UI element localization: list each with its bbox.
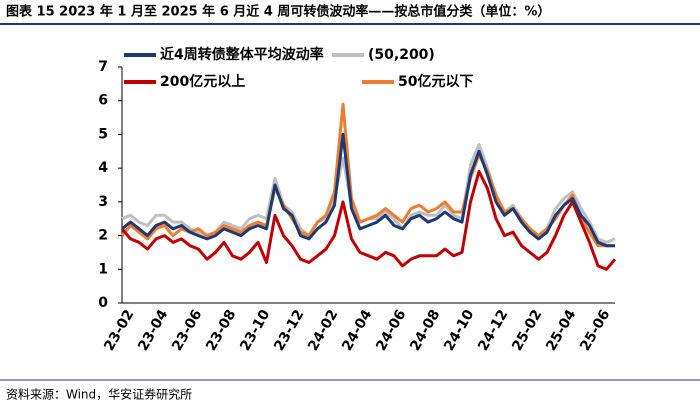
x-tick-label: 24-12 xyxy=(475,307,511,354)
line-series xyxy=(120,170,617,271)
y-tick-label: 0 xyxy=(98,295,108,311)
line-series xyxy=(121,143,616,244)
x-tick-label: 24-02 xyxy=(305,307,341,354)
legend-label: 50亿元以下 xyxy=(398,73,473,90)
x-tick-label: 23-06 xyxy=(169,307,205,354)
legend-label: 200亿元以上 xyxy=(160,73,245,90)
x-tick-label: 23-12 xyxy=(271,307,307,354)
line-series xyxy=(121,132,615,248)
y-tick-label: 1 xyxy=(98,261,108,277)
x-tick-label: 25-04 xyxy=(543,307,579,354)
y-tick-label: 7 xyxy=(98,59,108,75)
x-tick-label: 23-04 xyxy=(135,307,171,354)
x-tick-label: 23-02 xyxy=(101,307,137,354)
y-tick-label: 4 xyxy=(98,160,108,176)
legend-label: 近4周转债整体平均波动率 xyxy=(160,46,324,63)
x-tick-label: 23-10 xyxy=(237,307,273,354)
chart-title: 图表 15 2023 年 1 月至 2025 年 6 月近 4 周可转债波动率—… xyxy=(6,4,550,20)
y-tick-label: 5 xyxy=(98,126,108,142)
source: 资料来源：Wind，华安证券研究所 xyxy=(6,387,192,402)
y-tick-label: 3 xyxy=(98,194,108,210)
x-tick-label: 24-10 xyxy=(441,307,477,354)
x-tick-label: 24-06 xyxy=(373,307,409,354)
x-tick-label: 24-08 xyxy=(407,307,443,354)
line-series xyxy=(120,102,615,248)
x-tick-label: 24-04 xyxy=(339,307,375,354)
x-tick-label: 23-08 xyxy=(203,307,239,354)
y-tick-label: 2 xyxy=(98,228,108,244)
x-tick-label: 25-02 xyxy=(509,307,545,354)
legend-label: (50,200) xyxy=(368,47,435,63)
x-tick-label: 25-06 xyxy=(577,307,613,354)
y-tick-label: 6 xyxy=(98,93,108,109)
